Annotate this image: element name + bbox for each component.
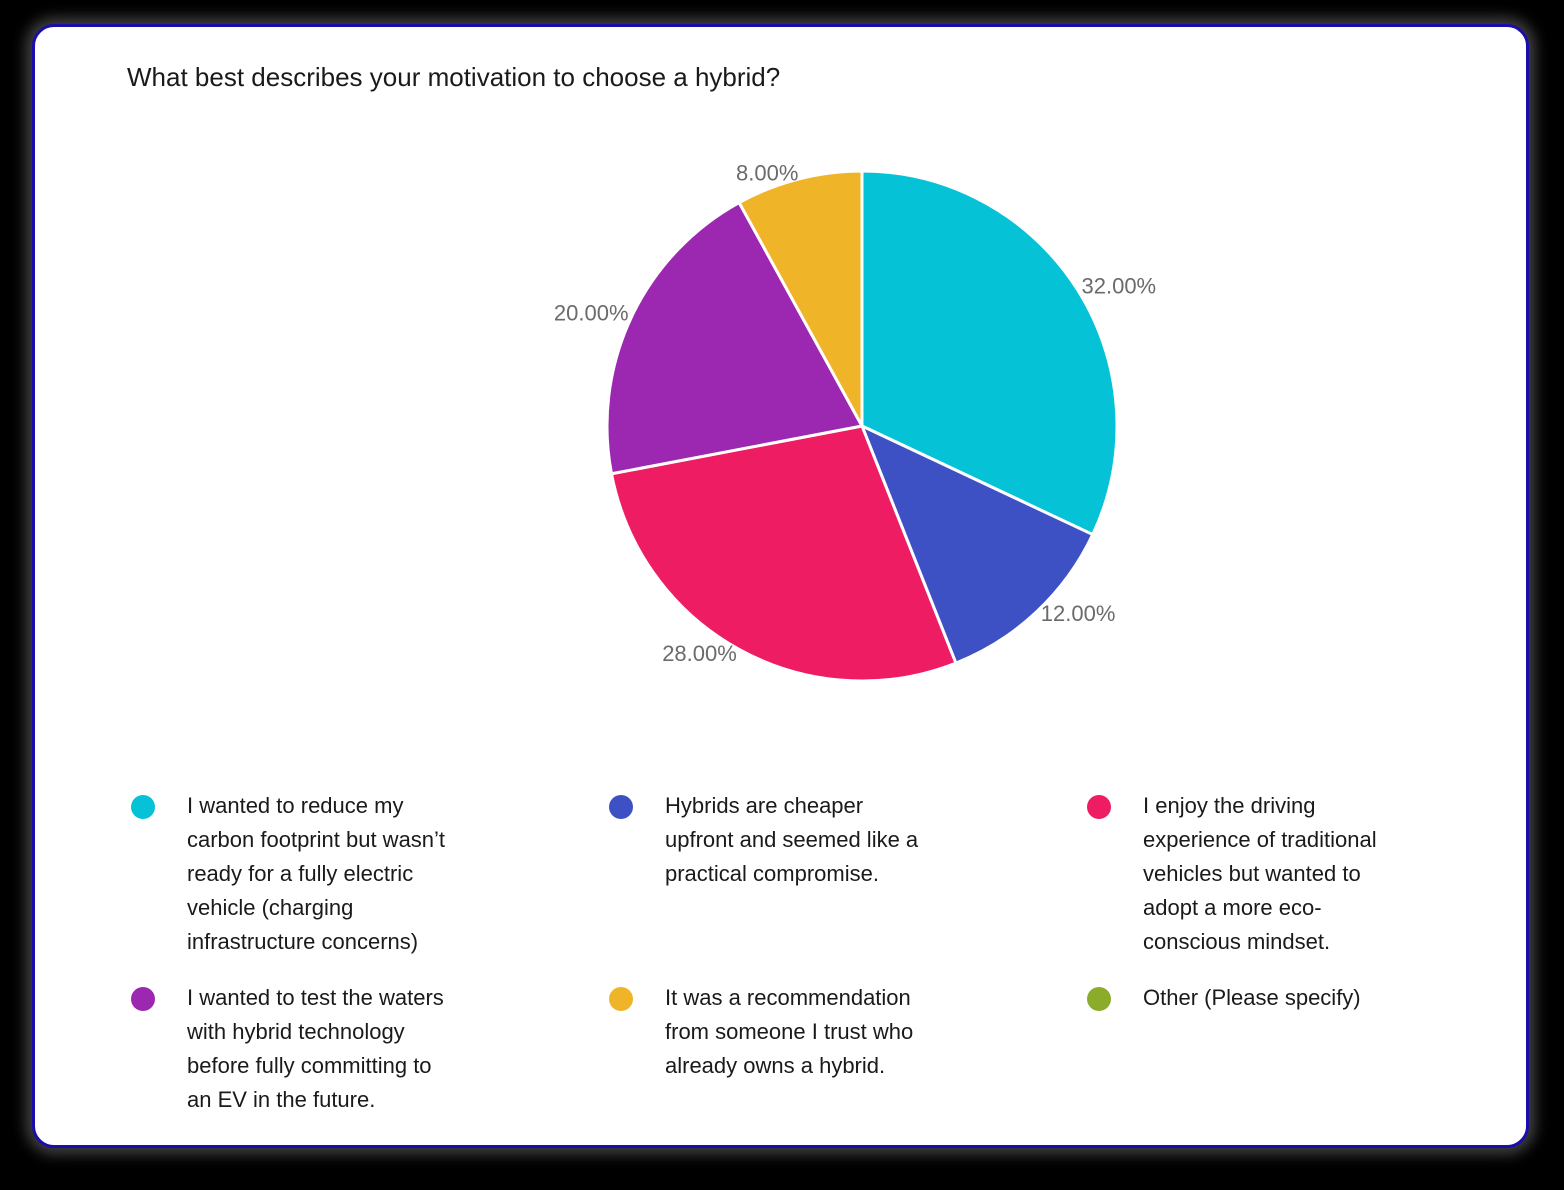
svg-text:8.00%: 8.00%: [736, 160, 798, 185]
svg-text:28.00%: 28.00%: [662, 641, 737, 666]
svg-text:12.00%: 12.00%: [1041, 601, 1116, 626]
svg-text:20.00%: 20.00%: [554, 301, 629, 326]
svg-text:32.00%: 32.00%: [1082, 273, 1157, 298]
